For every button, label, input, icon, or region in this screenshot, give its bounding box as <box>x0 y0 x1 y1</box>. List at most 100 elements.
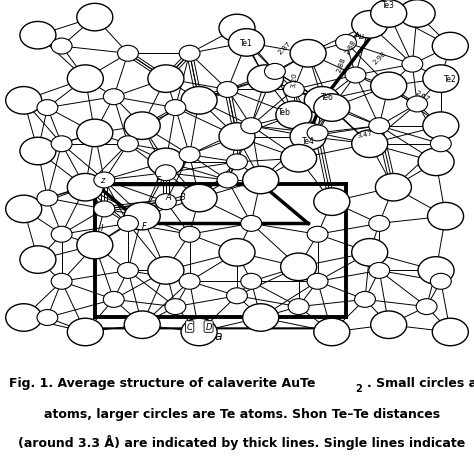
Circle shape <box>94 201 115 218</box>
Circle shape <box>345 68 366 84</box>
Circle shape <box>355 292 375 308</box>
Circle shape <box>51 39 72 55</box>
Circle shape <box>124 113 160 140</box>
Text: Te6: Te6 <box>320 93 334 102</box>
Circle shape <box>20 22 56 50</box>
Circle shape <box>416 299 437 315</box>
Circle shape <box>103 89 124 106</box>
Circle shape <box>352 12 388 39</box>
Circle shape <box>369 263 390 279</box>
Circle shape <box>432 33 468 61</box>
Circle shape <box>217 82 238 98</box>
Circle shape <box>20 246 56 274</box>
Circle shape <box>430 274 451 290</box>
Circle shape <box>103 292 124 308</box>
Text: z: z <box>100 176 104 185</box>
Text: F: F <box>142 221 147 230</box>
Text: Fig. 1. Average structure of calaverite AuTe: Fig. 1. Average structure of calaverite … <box>9 376 316 389</box>
Circle shape <box>369 119 390 134</box>
Text: 2.87: 2.87 <box>277 40 292 55</box>
Circle shape <box>276 102 312 129</box>
Circle shape <box>314 94 350 122</box>
Text: 2.88: 2.88 <box>336 56 347 73</box>
Circle shape <box>307 125 328 142</box>
Circle shape <box>288 299 309 315</box>
Text: atoms, larger circles are Te atoms. Shon Te–Te distances: atoms, larger circles are Te atoms. Shon… <box>44 407 440 420</box>
Circle shape <box>336 35 356 51</box>
Circle shape <box>423 113 459 140</box>
Circle shape <box>402 57 423 73</box>
Circle shape <box>148 257 184 285</box>
Circle shape <box>290 40 326 68</box>
Circle shape <box>118 216 138 232</box>
Text: A: A <box>165 192 171 201</box>
Circle shape <box>375 174 411 201</box>
Circle shape <box>67 174 103 201</box>
Circle shape <box>227 288 247 304</box>
Text: 2: 2 <box>356 383 362 394</box>
Circle shape <box>165 100 186 116</box>
Circle shape <box>371 1 407 28</box>
Text: 2.88: 2.88 <box>344 39 357 55</box>
Circle shape <box>179 227 200 243</box>
Circle shape <box>124 311 160 339</box>
Circle shape <box>181 319 217 346</box>
Circle shape <box>281 254 317 281</box>
Text: Te4: Te4 <box>301 137 315 145</box>
Circle shape <box>20 138 56 165</box>
Circle shape <box>51 227 72 243</box>
Text: B: B <box>180 192 185 201</box>
Circle shape <box>423 66 459 93</box>
Text: Te2: Te2 <box>444 75 456 84</box>
Circle shape <box>181 185 217 213</box>
Circle shape <box>241 274 262 290</box>
Text: . Small circles are Au: . Small circles are Au <box>367 376 474 389</box>
Circle shape <box>148 149 184 176</box>
Circle shape <box>77 120 113 147</box>
Circle shape <box>399 1 435 28</box>
Circle shape <box>219 239 255 267</box>
Circle shape <box>418 257 454 285</box>
Text: E: E <box>156 176 162 185</box>
Text: Teb: Teb <box>278 107 291 116</box>
Circle shape <box>94 173 115 188</box>
Circle shape <box>281 145 317 173</box>
Circle shape <box>219 124 255 151</box>
Text: I: I <box>100 223 103 232</box>
Circle shape <box>118 46 138 62</box>
Circle shape <box>418 149 454 176</box>
Circle shape <box>77 232 113 259</box>
Circle shape <box>241 119 262 134</box>
Circle shape <box>67 319 103 346</box>
Text: Te1: Te1 <box>240 39 253 48</box>
Circle shape <box>283 82 304 98</box>
Circle shape <box>51 274 72 290</box>
Circle shape <box>432 319 468 346</box>
Circle shape <box>217 173 238 188</box>
Circle shape <box>37 310 58 326</box>
Text: 3.47: 3.47 <box>357 130 373 138</box>
Circle shape <box>241 216 262 232</box>
Circle shape <box>6 304 42 332</box>
Circle shape <box>369 216 390 232</box>
Circle shape <box>6 196 42 223</box>
Circle shape <box>228 30 264 57</box>
Text: (around 3.3 Å) are indicated by thick lines. Single lines indicate: (around 3.3 Å) are indicated by thick li… <box>18 434 465 450</box>
Text: 3.20: 3.20 <box>290 72 298 88</box>
Circle shape <box>148 66 184 93</box>
Circle shape <box>430 137 451 152</box>
Text: 2.67: 2.67 <box>414 89 430 102</box>
Circle shape <box>51 137 72 152</box>
Circle shape <box>407 97 428 113</box>
Circle shape <box>307 274 328 290</box>
Circle shape <box>77 4 113 32</box>
Text: C: C <box>187 322 192 332</box>
Text: Au: Au <box>355 31 365 41</box>
Circle shape <box>290 124 326 151</box>
Circle shape <box>352 131 388 158</box>
Circle shape <box>179 274 200 290</box>
Circle shape <box>247 66 283 93</box>
Circle shape <box>37 191 58 206</box>
Circle shape <box>371 311 407 339</box>
Circle shape <box>181 88 217 115</box>
